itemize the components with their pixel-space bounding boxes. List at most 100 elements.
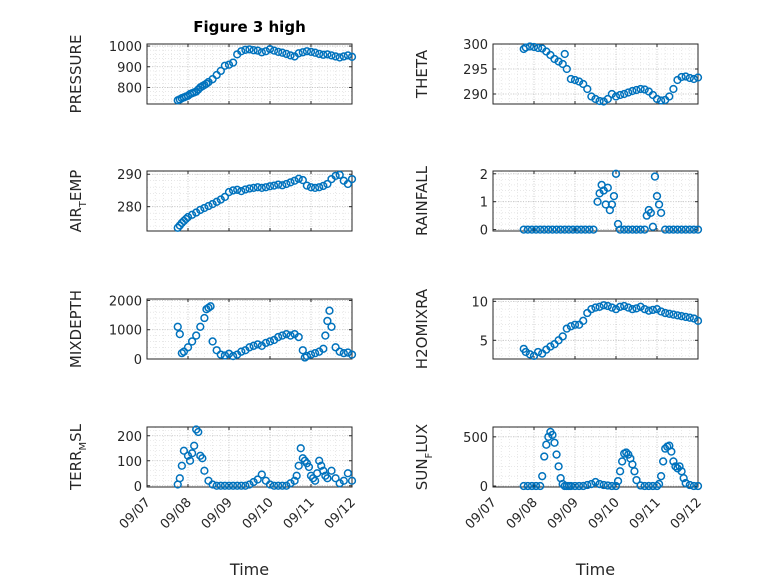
y-tick-label: 10 bbox=[471, 295, 488, 310]
data-point bbox=[546, 342, 555, 351]
data-point bbox=[599, 480, 608, 490]
data-point bbox=[685, 73, 694, 83]
data-point bbox=[669, 310, 678, 319]
data-point bbox=[585, 225, 594, 234]
data-point bbox=[331, 474, 340, 483]
data-point bbox=[181, 214, 191, 224]
data-point bbox=[179, 446, 189, 455]
subplot-4: 0 1 2 RAINFALL bbox=[413, 165, 703, 239]
y-axis-label: AIRTEMP bbox=[67, 170, 89, 233]
data-point bbox=[278, 331, 287, 340]
subplot-3: 280 290 AIRTEMP bbox=[67, 168, 357, 233]
axes-box bbox=[492, 426, 699, 488]
data-point bbox=[282, 329, 291, 339]
data-point bbox=[323, 474, 332, 483]
data-point bbox=[339, 348, 348, 358]
data-point bbox=[544, 225, 553, 234]
data-point bbox=[241, 481, 250, 490]
data-point bbox=[310, 476, 320, 485]
data-point bbox=[286, 331, 295, 340]
chart-title: Figure 3 high bbox=[193, 18, 306, 36]
data-point bbox=[216, 195, 225, 204]
data-point bbox=[595, 96, 604, 106]
y-tick-label: 295 bbox=[463, 63, 488, 78]
data-point bbox=[228, 351, 238, 361]
axes-box bbox=[146, 43, 353, 105]
y-axis-label: H2OMIXRA bbox=[413, 288, 431, 369]
data-point bbox=[615, 302, 625, 311]
data-point bbox=[665, 225, 674, 234]
data-point bbox=[175, 329, 184, 339]
data-point bbox=[249, 183, 258, 193]
data-point bbox=[636, 84, 645, 94]
data-point bbox=[192, 331, 201, 340]
data-point bbox=[656, 472, 666, 481]
data-point bbox=[274, 47, 283, 57]
data-point bbox=[536, 225, 545, 234]
data-point bbox=[540, 452, 549, 461]
data-point bbox=[636, 481, 645, 490]
data-point bbox=[644, 306, 653, 315]
data-point bbox=[245, 45, 254, 54]
y-tick-label: 1000 bbox=[109, 40, 142, 55]
data-point bbox=[677, 72, 686, 82]
data-point bbox=[233, 481, 242, 490]
data-point bbox=[208, 199, 217, 209]
data-point bbox=[615, 90, 625, 100]
data-point bbox=[282, 481, 291, 490]
y-axis-label-subscript: F bbox=[424, 452, 435, 458]
data-point bbox=[339, 52, 348, 61]
data-point bbox=[347, 476, 357, 485]
data-point bbox=[544, 432, 553, 441]
axes-box bbox=[492, 170, 699, 232]
data-point bbox=[540, 225, 549, 234]
data-point bbox=[294, 461, 303, 470]
data-point bbox=[249, 477, 258, 487]
axes-box bbox=[146, 426, 353, 488]
data-point bbox=[265, 45, 275, 54]
data-point bbox=[187, 449, 197, 458]
subplot-1: 800 900 1000 Figure 3 high PRESSURE bbox=[67, 18, 357, 113]
data-point bbox=[579, 316, 588, 325]
data-point bbox=[583, 84, 592, 94]
data-point bbox=[274, 180, 283, 189]
data-point bbox=[183, 212, 193, 222]
y-tick-label: 300 bbox=[463, 38, 488, 53]
data-point bbox=[632, 475, 641, 485]
data-point bbox=[302, 47, 312, 56]
data-point bbox=[220, 61, 230, 70]
data-point bbox=[294, 332, 303, 342]
data-point bbox=[192, 87, 201, 96]
data-point bbox=[562, 64, 571, 74]
data-point bbox=[294, 49, 303, 58]
data-point bbox=[533, 347, 543, 357]
data-point bbox=[233, 185, 242, 194]
data-point bbox=[315, 456, 324, 465]
data-point bbox=[194, 427, 203, 437]
data-point bbox=[331, 52, 340, 61]
data-point bbox=[661, 308, 670, 318]
data-point bbox=[323, 316, 332, 326]
y-tick-label: 2000 bbox=[109, 294, 142, 309]
data-point bbox=[620, 89, 629, 99]
data-point bbox=[249, 341, 258, 350]
data-point bbox=[192, 208, 201, 217]
data-point bbox=[554, 57, 563, 66]
data-point bbox=[640, 481, 649, 491]
data-point bbox=[335, 53, 344, 62]
data-point bbox=[548, 430, 557, 440]
data-point bbox=[570, 320, 580, 329]
y-axis-label-subscript: T bbox=[78, 200, 89, 208]
axes-box bbox=[492, 298, 699, 360]
data-point bbox=[245, 480, 254, 489]
data-point bbox=[216, 350, 225, 359]
data-point bbox=[628, 86, 637, 96]
data-point bbox=[343, 179, 353, 189]
y-tick-label: 290 bbox=[117, 168, 142, 183]
y-tick-label: 1 bbox=[480, 196, 488, 211]
data-point bbox=[306, 183, 316, 192]
data-point bbox=[183, 91, 193, 100]
data-point bbox=[310, 348, 320, 358]
data-point bbox=[636, 302, 645, 311]
